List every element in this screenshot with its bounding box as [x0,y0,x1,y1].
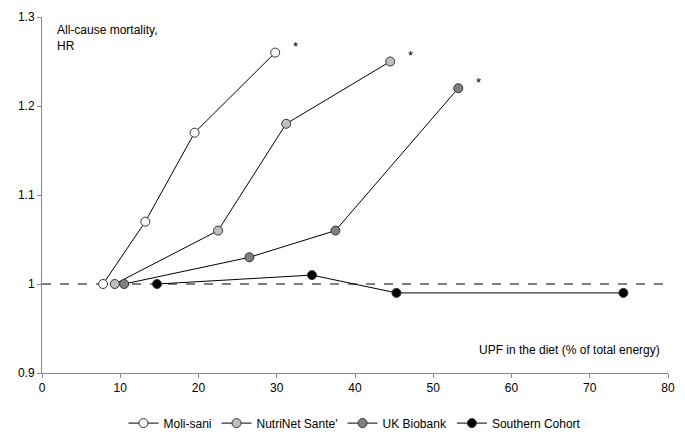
svg-text:*: * [293,39,298,54]
svg-text:50: 50 [427,381,441,395]
svg-text:UK Biobank: UK Biobank [383,417,447,431]
svg-text:All-cause mortality,HR: All-cause mortality,HR [57,23,157,53]
svg-text:Moli-sani: Moli-sani [164,417,212,431]
svg-text:60: 60 [505,381,519,395]
svg-text:NutriNet Sante': NutriNet Sante' [257,417,338,431]
svg-text:10: 10 [114,381,128,395]
svg-text:*: * [476,75,481,90]
svg-text:20: 20 [192,381,206,395]
svg-text:0: 0 [39,381,46,395]
svg-text:40: 40 [348,381,362,395]
svg-text:1.2: 1.2 [18,99,35,113]
svg-text:1.1: 1.1 [18,188,35,202]
svg-text:1.3: 1.3 [18,10,35,24]
svg-text:*: * [408,48,413,63]
svg-text:70: 70 [583,381,597,395]
svg-text:80: 80 [661,381,675,395]
svg-text:0.9: 0.9 [18,366,35,380]
svg-text:Southern Cohort: Southern Cohort [492,417,581,431]
svg-text:UPF in the diet (% of total en: UPF in the diet (% of total energy) [479,343,660,357]
svg-text:30: 30 [270,381,284,395]
svg-text:1: 1 [28,277,35,291]
